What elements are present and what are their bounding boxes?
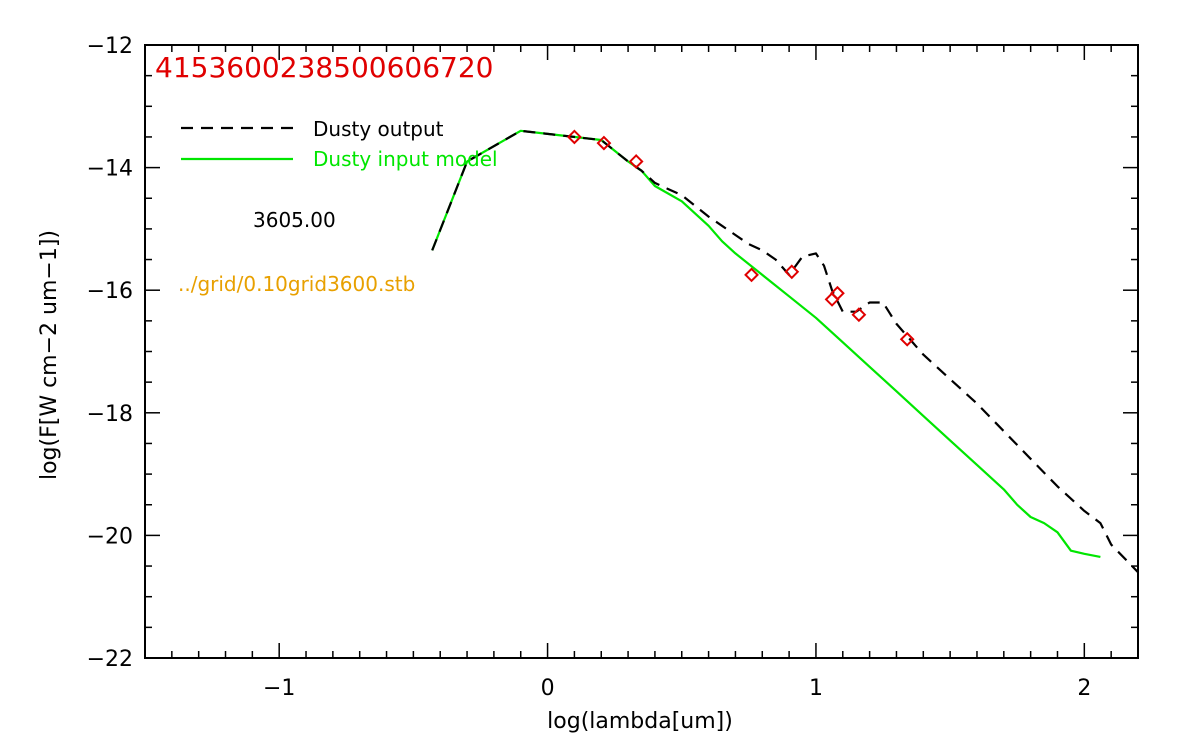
tick-labels: −1 0 1 2 −22 −20 −18 −16 −14 −12 xyxy=(87,34,1092,701)
legend-dusty-output-label: Dusty output xyxy=(313,117,444,141)
x-tick-label: 2 xyxy=(1077,676,1091,701)
photometry-point xyxy=(596,135,612,151)
y-tick-label: −14 xyxy=(87,157,133,182)
series-group xyxy=(431,129,1138,573)
grid-file-annotation: ../grid/0.10grid3600.stb xyxy=(178,272,415,296)
y-tick-label: −22 xyxy=(87,647,133,672)
y-tick-label: −16 xyxy=(87,279,133,304)
photometry-point xyxy=(830,285,845,301)
photometry-point xyxy=(566,129,582,145)
ticks xyxy=(144,44,1139,659)
x-tick-label: 0 xyxy=(541,676,555,701)
photometry-point xyxy=(784,264,800,280)
chart-title: 41536002385006067​20 xyxy=(155,51,493,84)
photometry-point xyxy=(744,267,759,283)
legend: Dusty output Dusty input model xyxy=(181,117,498,171)
x-axis-label: log(lambda[um]) xyxy=(547,709,733,734)
series-layer xyxy=(431,129,1138,573)
x-tick-label: 1 xyxy=(809,676,823,701)
y-tick-label: −12 xyxy=(87,34,133,59)
temperature-annotation: 3605.00 xyxy=(253,208,336,232)
plot-frame xyxy=(144,44,1139,659)
photometry-point xyxy=(851,307,867,323)
y-axis-label: log(F[W cm−2 um−1]) xyxy=(37,230,62,480)
y-tick-label: −20 xyxy=(87,524,133,549)
legend-dusty-input-label: Dusty input model xyxy=(313,147,498,171)
axes: −1 0 1 2 −22 −20 −18 −16 −14 −12 xyxy=(87,34,1139,701)
series-line-dusty-input-model xyxy=(431,129,1101,558)
x-tick-label: −1 xyxy=(263,676,295,701)
series-line-dusty-output xyxy=(431,129,1138,573)
photometry-point xyxy=(899,331,915,347)
y-tick-label: −18 xyxy=(87,402,133,427)
photometry-point xyxy=(628,154,644,169)
